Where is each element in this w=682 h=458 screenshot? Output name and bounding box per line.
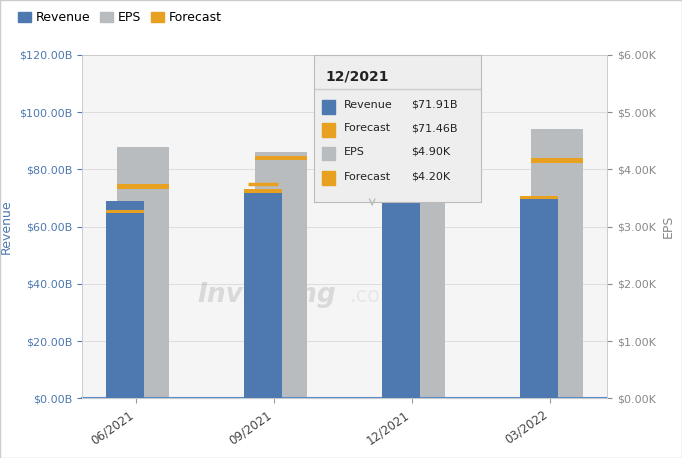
Legend: Revenue, EPS, Forecast: Revenue, EPS, Forecast	[13, 6, 226, 29]
Bar	[117, 185, 169, 189]
Bar	[393, 118, 445, 398]
Bar	[520, 196, 559, 199]
Text: Revenue: Revenue	[344, 100, 393, 110]
Bar	[393, 155, 445, 161]
Bar	[382, 191, 420, 195]
Text: $4.20K: $4.20K	[411, 172, 449, 182]
Text: EPS: EPS	[344, 147, 365, 157]
Bar	[243, 191, 282, 398]
Y-axis label: Revenue: Revenue	[0, 199, 13, 254]
Bar	[117, 147, 169, 398]
Text: $71.91B: $71.91B	[411, 100, 457, 110]
Bar	[531, 158, 583, 164]
Text: $71.46B: $71.46B	[411, 123, 457, 133]
Text: Investing: Investing	[197, 282, 336, 308]
Text: .com: .com	[350, 286, 401, 306]
Bar	[382, 193, 420, 398]
Bar	[243, 189, 282, 193]
Text: Forecast: Forecast	[344, 123, 391, 133]
Bar	[322, 171, 335, 185]
Y-axis label: EPS: EPS	[662, 215, 674, 239]
Bar	[322, 123, 335, 137]
Bar	[322, 147, 335, 160]
Bar	[254, 152, 307, 398]
Bar	[520, 198, 559, 398]
Text: 12/2021: 12/2021	[325, 70, 389, 84]
Text: Forecast: Forecast	[344, 172, 391, 182]
Bar	[254, 156, 307, 160]
Bar	[106, 210, 145, 213]
Bar	[531, 129, 583, 398]
Bar	[322, 100, 335, 114]
Text: $4.90K: $4.90K	[411, 147, 449, 157]
Bar	[106, 201, 145, 398]
